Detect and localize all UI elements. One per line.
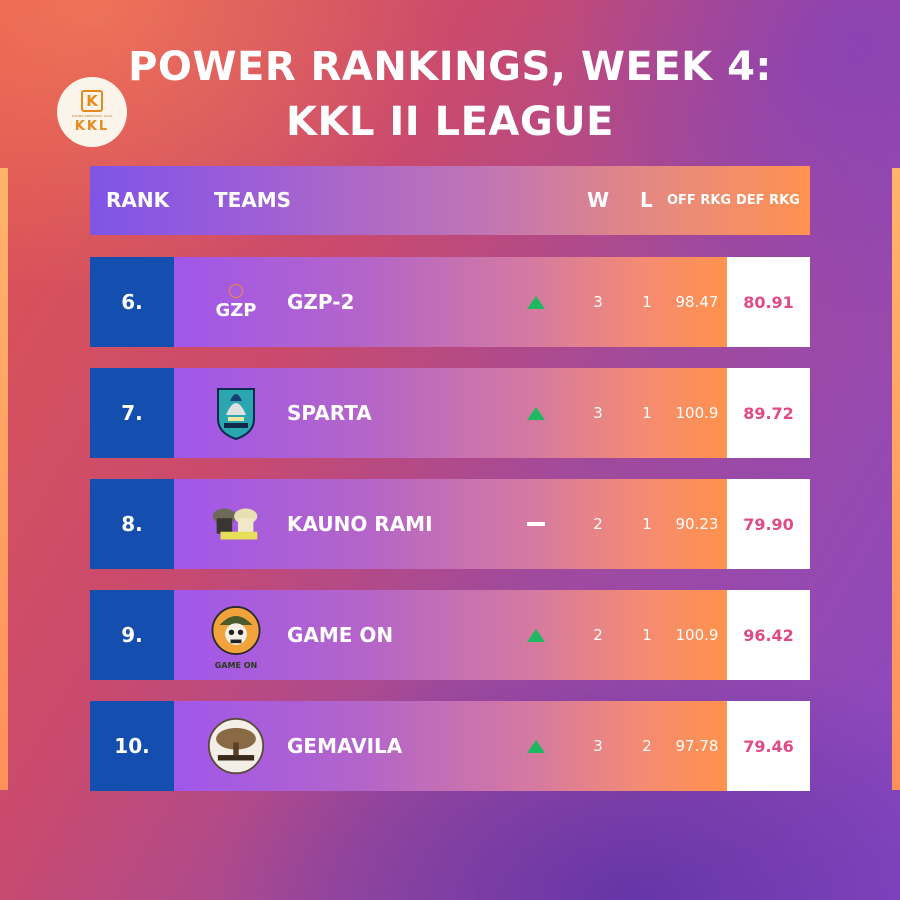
wins-cell: 3: [593, 293, 603, 311]
team-band: [174, 590, 727, 680]
losses-cell: 1: [642, 293, 652, 311]
team-band: [174, 257, 727, 347]
kkl-logo-subtitle: KAUNO KREPŠINIO LYGA: [71, 114, 113, 118]
header-losses: L: [640, 188, 653, 212]
losses-cell: 1: [642, 515, 652, 533]
team-name: KAUNO RAMI: [287, 512, 433, 536]
header-off-rkg: OFF RKG: [667, 193, 732, 208]
game-on-logo-text: GAME ON: [214, 661, 258, 670]
trend-up-icon: [526, 626, 546, 644]
wins-cell: 3: [593, 737, 603, 755]
rank-cell: 9.: [90, 590, 174, 680]
table-row: 7. SPARTA 3 1 100.9 89.72: [90, 368, 810, 458]
trend-same-icon: [526, 515, 546, 533]
header-rank: RANK: [106, 188, 170, 212]
off-rkg-cell: 100.9: [675, 404, 719, 422]
wins-cell: 2: [593, 626, 603, 644]
off-rkg-cell: 90.23: [675, 515, 719, 533]
header-def-rkg: DEF RKG: [736, 193, 800, 208]
gemavila-logo-text: GEMAVILA: [218, 761, 254, 768]
wins-cell: 3: [593, 404, 603, 422]
def-rkg-cell: 79.46: [727, 701, 810, 791]
right-accent-bar: [892, 168, 900, 790]
off-rkg-cell: 98.47: [675, 293, 719, 311]
trend-up-icon: [526, 737, 546, 755]
gzp-logo-text: GZP: [215, 299, 257, 321]
team-band: [174, 479, 727, 569]
kauno-rami-logo-icon: [207, 495, 265, 553]
trend-up-icon: [526, 293, 546, 311]
team-name: SPARTA: [287, 401, 372, 425]
team-band: [174, 368, 727, 458]
kkl-logo: K KAUNO KREPŠINIO LYGA KKL: [57, 77, 127, 147]
off-rkg-cell: 100.9: [675, 626, 719, 644]
rank-cell: 10.: [90, 701, 174, 791]
left-accent-bar: [0, 168, 8, 790]
def-rkg-cell: 89.72: [727, 368, 810, 458]
losses-cell: 1: [642, 626, 652, 644]
gzp-logo-icon: GZP: [207, 273, 265, 331]
off-rkg-cell: 97.78: [675, 737, 719, 755]
losses-cell: 1: [642, 404, 652, 422]
rank-cell: 6.: [90, 257, 174, 347]
table-row: 8. KAUNO RAMI 2 1 90.23 79.90: [90, 479, 810, 569]
basketball-icon: [229, 283, 243, 298]
team-name: GZP-2: [287, 290, 355, 314]
wins-cell: 2: [593, 515, 603, 533]
def-rkg-cell: 80.91: [727, 257, 810, 347]
team-name: GAME ON: [287, 623, 394, 647]
page-title-line1: POWER RANKINGS, WEEK 4:: [128, 44, 772, 90]
rank-cell: 8.: [90, 479, 174, 569]
sparta-shield-icon: [207, 384, 265, 442]
table-header: RANK TEAMS W L OFF RKG DEF RKG: [90, 166, 810, 235]
gemavila-tree-icon: GEMAVILA: [207, 717, 265, 775]
game-on-skull-icon: GAME ON: [207, 606, 265, 670]
rank-cell: 7.: [90, 368, 174, 458]
header-wins: W: [587, 188, 610, 212]
header-teams: TEAMS: [214, 188, 292, 212]
kkl-mark-icon: K: [81, 90, 103, 112]
team-band: [174, 701, 727, 791]
page-title-line2: KKL II LEAGUE: [285, 99, 614, 145]
def-rkg-cell: 96.42: [727, 590, 810, 680]
kkl-logo-text: KKL: [74, 119, 110, 134]
trend-up-icon: [526, 404, 546, 422]
table-row: 6. GZP GZP-2 3 1 98.47 80.91: [90, 257, 810, 347]
def-rkg-cell: 79.90: [727, 479, 810, 569]
table-row: 9. GAME ON GAME ON 2 1 100.9 96.42: [90, 590, 810, 680]
losses-cell: 2: [642, 737, 652, 755]
table-row: 10. GEMAVILA GEMAVILA 3 2 97.78 79.46: [90, 701, 810, 791]
team-name: GEMAVILA: [287, 734, 403, 758]
